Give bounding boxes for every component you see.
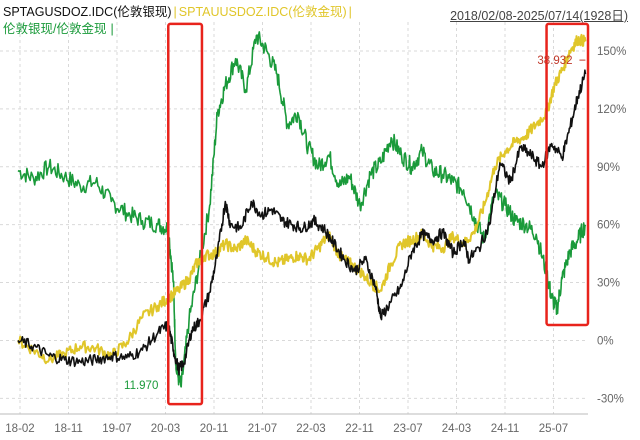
x-tick-label: 25-07 (539, 423, 568, 435)
annotation-layer: 11.970 38.932 (124, 22, 590, 406)
legend-gold[interactable]: SPTAUUSDOZ.IDC(伦敦金现) (178, 5, 347, 19)
legend-silver[interactable]: SPTAGUSDOZ.IDC(伦敦银现) (3, 5, 172, 19)
series-line-0 (17, 69, 587, 376)
y-tick-label: -30% (597, 393, 624, 405)
x-tick-label: 23-07 (393, 423, 422, 435)
x-tick-label: 22-03 (296, 423, 325, 435)
x-tick-label: 24-03 (442, 423, 471, 435)
x-tick-label: 21-07 (248, 423, 277, 435)
y-tick-label: 30% (597, 278, 620, 290)
x-tick-label: 20-03 (151, 423, 180, 435)
highlight-box-0 (167, 22, 204, 406)
x-tick-label: 19-07 (102, 423, 131, 435)
y-tick-label: 120% (597, 104, 626, 116)
y-tick-label: 60% (597, 220, 620, 232)
legend-ratio[interactable]: 伦敦银现/伦敦金现 (3, 22, 107, 36)
legend-row-2: 伦敦银现/伦敦金现 | (3, 22, 114, 36)
x-axis: 18-02 18-11 19-07 20-03 20-11 21-07 22-03 22-11… (0, 413, 588, 435)
x-tick-label: 22-11 (345, 423, 374, 435)
series-line-1 (17, 33, 587, 365)
y-tick-label: 150% (597, 46, 626, 58)
x-tick-label: 24-11 (491, 423, 520, 435)
x-tick-label: 18-02 (5, 423, 34, 435)
series-line-2 (17, 31, 587, 388)
series-layer (17, 31, 587, 388)
y-tick-label: 90% (597, 162, 620, 174)
legend-separator: | (348, 5, 352, 19)
annotation-max: 38.932 (537, 55, 572, 67)
x-tick-label: 18-11 (54, 423, 83, 435)
y-tick-label: 0% (597, 335, 614, 347)
legend-separator: | (110, 22, 114, 36)
y-axis: -30% 0% 30% 60% 90% 120% 150% (597, 46, 626, 405)
annotation-min: 11.970 (124, 380, 158, 392)
grid-layer (0, 22, 588, 414)
x-tick-label: 20-11 (200, 423, 229, 435)
highlight-box-1 (545, 22, 590, 327)
legend-separator: | (173, 5, 177, 19)
date-range-selector[interactable]: 2018/02/08-2025/07/14(1928日) (450, 9, 628, 23)
legend-row-1: SPTAGUSDOZ.IDC(伦敦银现) | SPTAUUSDOZ.IDC(伦敦金现… (3, 5, 354, 19)
